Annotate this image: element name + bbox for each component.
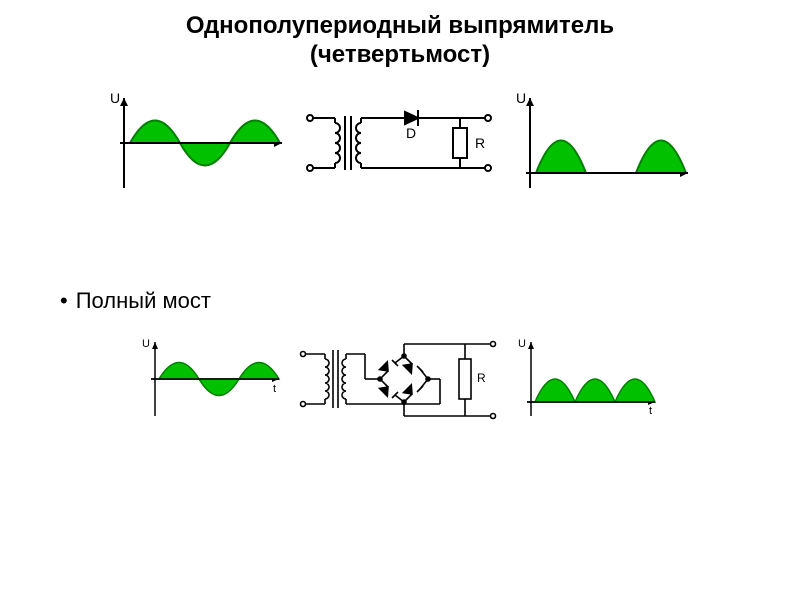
full-wave-lobe-1 [535, 379, 575, 402]
fullbridge-circuit: R [295, 324, 505, 434]
diode-label: D [406, 125, 416, 141]
halfwave-circuit: D R [300, 88, 500, 198]
half-wave-lobe-2 [636, 140, 686, 173]
fullbridge-row: U t [0, 324, 800, 434]
page-title: Однополупериодный выпрямитель (четвертьм… [0, 0, 800, 70]
axis-label-t: t [273, 383, 276, 395]
title-line-2: (четвертьмост) [310, 41, 490, 68]
halfwave-input-chart: U [102, 88, 292, 198]
full-wave-lobe-3 [615, 379, 655, 402]
subtitle-row: • Полный мост [60, 288, 800, 314]
fullbridge-input-chart: U t [137, 334, 287, 424]
axis-label-u: U [516, 90, 526, 106]
axis-label-u: U [518, 338, 526, 350]
full-wave-lobe-2 [575, 379, 615, 402]
title-line-1: Однополупериодный выпрямитель [186, 12, 614, 39]
halfwave-output-chart: U [508, 88, 698, 198]
axis-label-u: U [110, 90, 120, 106]
load-label: R [475, 135, 485, 151]
subtitle-text: Полный мост [76, 288, 211, 313]
half-wave-lobe-1 [536, 140, 586, 173]
fullbridge-output-chart: U t [513, 334, 663, 424]
axis-label-u: U [142, 338, 150, 350]
axis-label-t: t [649, 405, 652, 417]
bullet-icon: • [60, 288, 68, 313]
halfwave-row: U [0, 88, 800, 198]
load-label: R [477, 371, 486, 385]
